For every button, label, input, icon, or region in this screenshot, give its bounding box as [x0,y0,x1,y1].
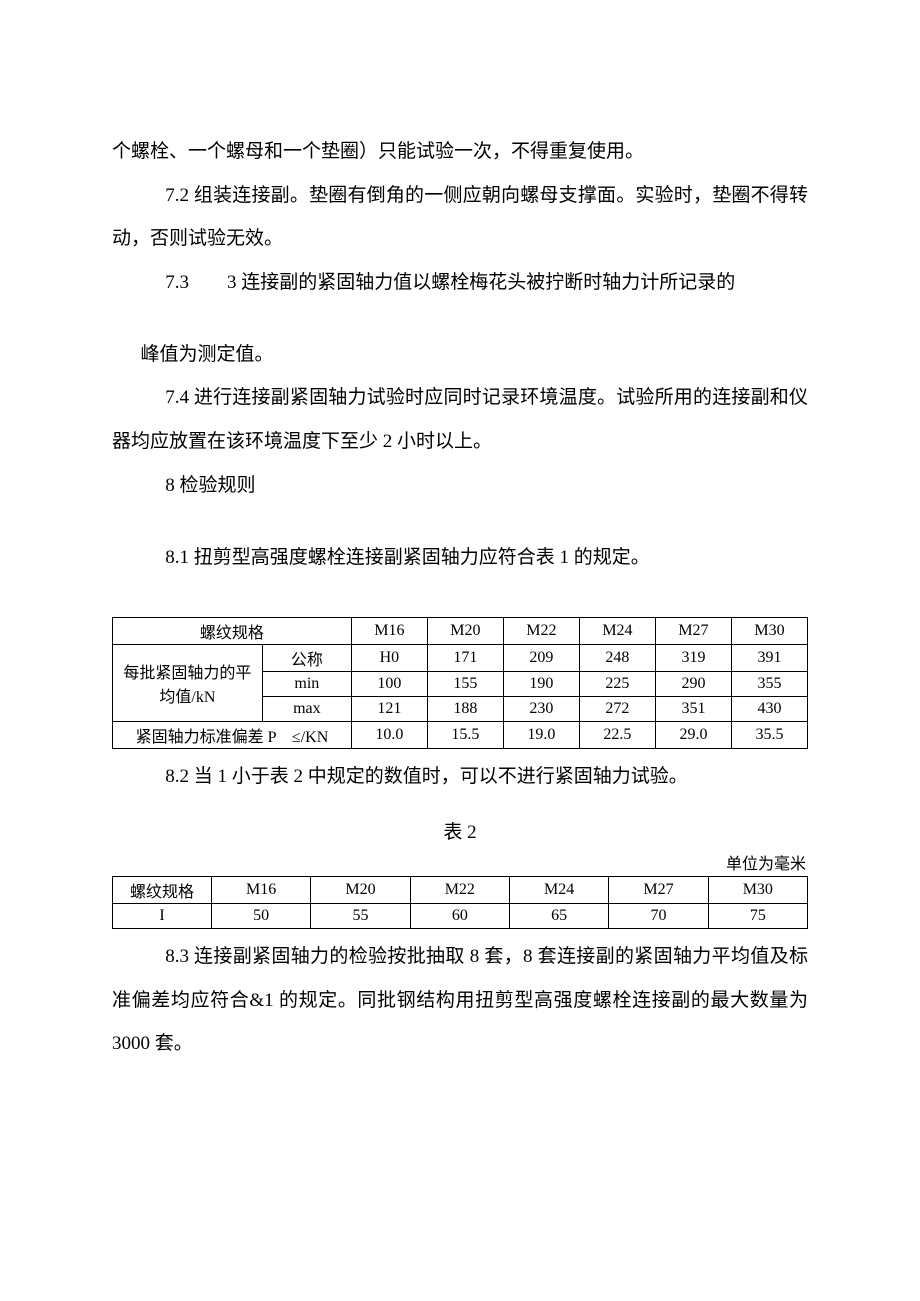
cell-max-label: max [262,697,351,722]
cell-value: 65 [509,903,608,928]
table-1-wrap: 螺纹规格 M16 M20 M22 M24 M27 M30 每批紧固轴力的平均值/… [112,617,808,749]
cell-value: 60 [410,903,509,928]
cell-value: 272 [579,697,655,722]
cell-avg-label: 每批紧固轴力的平均值/kN [113,645,263,722]
cell-value: 290 [655,672,731,697]
cell-col-header: M22 [503,618,579,645]
paragraph-8-1: 8.1 扭剪型高强度螺栓连接副紧固轴力应符合表 1 的规定。 [112,536,808,580]
cell-value: 351 [655,697,731,722]
cell-col-header: M24 [579,618,655,645]
cell-value: 319 [655,645,731,672]
paragraph-7-4: 7.4 进行连接副紧固轴力试验时应同时记录环境温度。试验所用的连接副和仪器均应放… [112,376,808,463]
paragraph-8-3: 8.3 连接副紧固轴力的检验按批抽取 8 套，8 套连接副的紧固轴力平均值及标准… [112,935,808,1066]
cell-col-header: M30 [731,618,807,645]
cell-value: 35.5 [731,722,807,749]
table-2-wrap: 螺纹规格 M16 M20 M22 M24 M27 M30 I 50 55 60 … [112,876,808,929]
document-page: 个螺栓、一个螺母和一个垫圈）只能试验一次，不得重复使用。 7.2 组装连接副。垫… [0,0,920,1301]
cell-value: 22.5 [579,722,655,749]
cell-value: 100 [351,672,427,697]
table-1: 螺纹规格 M16 M20 M22 M24 M27 M30 每批紧固轴力的平均值/… [112,617,808,749]
cell-value: 190 [503,672,579,697]
cell-value: 391 [731,645,807,672]
cell-value: 155 [427,672,503,697]
cell-value: 19.0 [503,722,579,749]
cell-nominal-label: 公称 [262,645,351,672]
cell-col-header: M27 [609,876,708,903]
cell-min-label: min [262,672,351,697]
table-2-unit: 单位为毫米 [112,850,806,874]
cell-col-header: M24 [509,876,608,903]
table-2-caption: 表 2 [112,817,808,844]
paragraph-7-3: 7.3 3 连接副的紧固轴力值以螺栓梅花头被拧断时轴力计所记录的 [112,261,808,305]
blank-line [112,508,808,536]
cell-col-header: M30 [708,876,807,903]
table-row: 紧固轴力标准偏差 P ≤/KN 10.0 15.5 19.0 22.5 29.0… [113,722,808,749]
cell-col-header: M16 [351,618,427,645]
cell-row-label: I [113,903,212,928]
cell-value: 121 [351,697,427,722]
paragraph-7-1-tail: 个螺栓、一个螺母和一个垫圈）只能试验一次，不得重复使用。 [112,130,808,174]
paragraph-7-3-tail: 峰值为测定值。 [112,333,808,377]
cell-value: 355 [731,672,807,697]
cell-col-header: M22 [410,876,509,903]
cell-value: H0 [351,645,427,672]
cell-value: 248 [579,645,655,672]
cell-value: 10.0 [351,722,427,749]
cell-col-header: M16 [212,876,311,903]
cell-value: 50 [212,903,311,928]
cell-stddev-label: 紧固轴力标准偏差 P ≤/KN [113,722,352,749]
cell-value: 225 [579,672,655,697]
cell-value: 230 [503,697,579,722]
table-row: 每批紧固轴力的平均值/kN 公称 H0 171 209 248 319 391 [113,645,808,672]
table-row: I 50 55 60 65 70 75 [113,903,808,928]
cell-value: 209 [503,645,579,672]
cell-value: 15.5 [427,722,503,749]
cell-spec-header: 螺纹规格 [113,876,212,903]
paragraph-7-2: 7.2 组装连接副。垫圈有倒角的一侧应朝向螺母支撑面。实验时，垫圈不得转动，否则… [112,174,808,261]
paragraph-8-2: 8.2 当 1 小于表 2 中规定的数值时，可以不进行紧固轴力试验。 [112,755,808,799]
table-row: 螺纹规格 M16 M20 M22 M24 M27 M30 [113,876,808,903]
paragraph-8-heading: 8 检验规则 [112,464,808,508]
cell-col-header: M27 [655,618,731,645]
cell-value: 188 [427,697,503,722]
blank-line [112,305,808,333]
blank-line [112,579,808,607]
cell-col-header: M20 [311,876,410,903]
cell-col-header: M20 [427,618,503,645]
table-2: 螺纹规格 M16 M20 M22 M24 M27 M30 I 50 55 60 … [112,876,808,929]
cell-value: 55 [311,903,410,928]
cell-value: 29.0 [655,722,731,749]
cell-spec-header: 螺纹规格 [113,618,352,645]
cell-value: 171 [427,645,503,672]
cell-value: 70 [609,903,708,928]
cell-value: 430 [731,697,807,722]
table-row: 螺纹规格 M16 M20 M22 M24 M27 M30 [113,618,808,645]
cell-value: 75 [708,903,807,928]
